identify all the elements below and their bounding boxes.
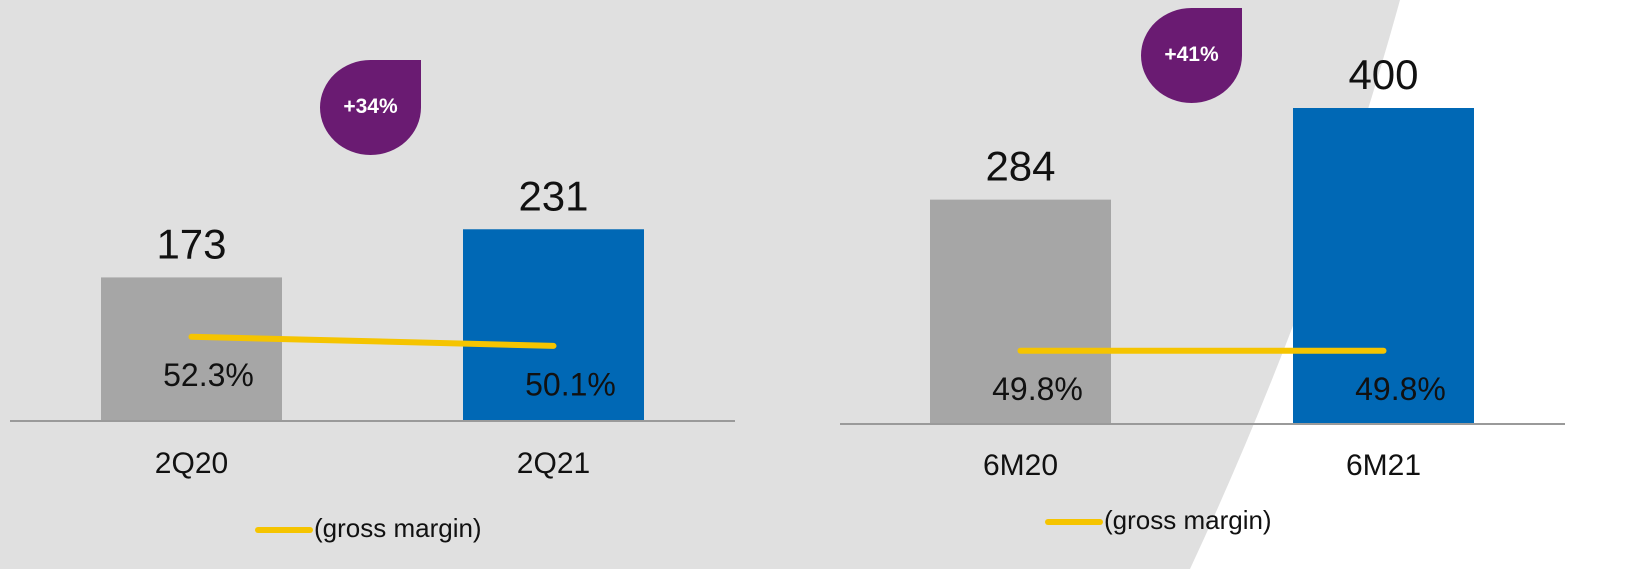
bar <box>101 277 282 421</box>
value-label: 231 <box>518 172 588 219</box>
value-label: 284 <box>985 143 1055 190</box>
bar <box>1293 108 1474 424</box>
gross-margin-line <box>188 333 557 349</box>
margin-label: 49.8% <box>1355 371 1446 407</box>
growth-badge <box>1141 8 1242 103</box>
category-label: 2Q21 <box>517 447 590 480</box>
category-label: 6M20 <box>983 449 1058 482</box>
value-label: 173 <box>156 221 226 268</box>
value-label: 400 <box>1348 51 1418 98</box>
margin-label: 52.3% <box>163 357 254 393</box>
bar <box>930 199 1111 424</box>
legend-label: (gross margin) <box>1104 505 1272 535</box>
bar <box>463 229 644 421</box>
legend-label: (gross margin) <box>314 513 482 543</box>
category-label: 2Q20 <box>155 447 228 480</box>
margin-label: 49.8% <box>992 371 1083 407</box>
growth-badge <box>320 60 421 155</box>
category-label: 6M21 <box>1346 449 1421 482</box>
growth-badge-label: +41% <box>1164 43 1219 66</box>
margin-label: 50.1% <box>525 366 616 402</box>
growth-badge-label: +34% <box>343 95 398 118</box>
